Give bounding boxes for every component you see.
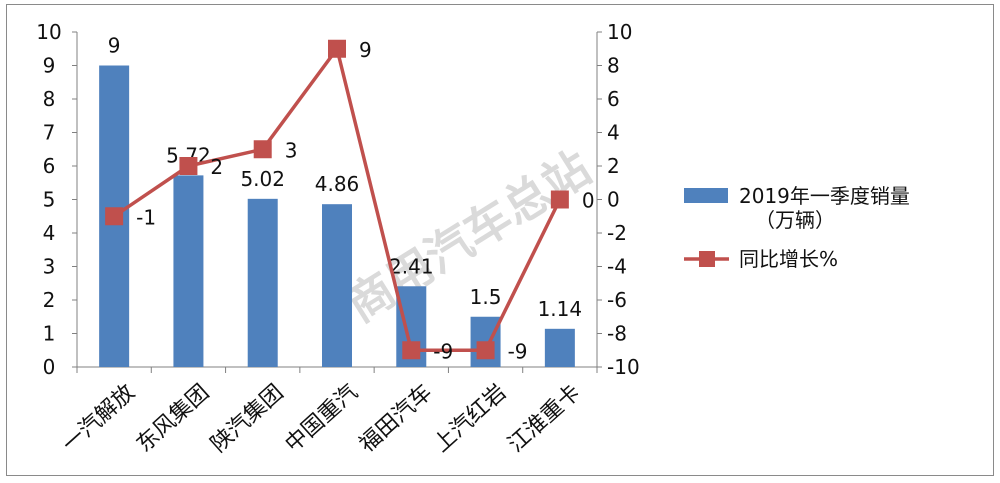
bar [322,204,352,367]
bar-value-label: 2.41 [389,254,434,278]
right-tick-label: 10 [607,20,632,44]
right-tick-label: -2 [607,221,627,245]
category-label: 一汽解放 [58,380,140,457]
bar-value-label: 9 [108,34,121,58]
line-value-label: -1 [136,205,156,229]
left-tick-label: 7 [43,121,56,145]
category-label: 江淮重卡 [504,380,586,457]
category-label: 上汽红岩 [429,380,511,457]
bar-value-label: 1.5 [470,285,502,309]
legend-bar-swatch [684,188,728,203]
line-value-label: -9 [508,339,528,363]
left-tick-label: 4 [43,221,56,245]
category-label: 中国重汽 [281,380,363,457]
left-tick-label: 1 [43,322,56,346]
line-marker [476,341,495,360]
legend-line-label: 同比增长% [739,247,838,271]
right-tick-label: -8 [607,322,627,346]
left-tick-label: 3 [43,255,56,279]
legend-bar-label: 2019年一季度销量 [739,184,910,208]
line-value-label: 2 [210,155,223,179]
bar [544,328,575,367]
right-tick-label: 8 [607,54,620,78]
bar [247,198,278,367]
category-label: 福田汽车 [355,380,437,457]
line-value-label: 3 [285,138,298,162]
right-tick-label: 4 [607,121,620,145]
line-marker [179,157,198,175]
left-tick-label: 2 [43,288,56,312]
right-tick-label: 6 [607,87,620,111]
category-label: 东风集团 [132,380,214,457]
right-tick-label: 0 [607,188,620,212]
right-tick-label: 2 [607,154,620,178]
line-marker [328,39,346,58]
bar-value-label: 4.86 [315,172,360,196]
line-marker [402,341,421,360]
line-value-label: 0 [582,189,595,213]
legend-line-marker [699,251,715,267]
legend-bar-unit: （万辆） [755,208,835,232]
bar-value-label: 1.14 [538,297,583,321]
left-tick-label: 10 [36,20,61,44]
line-marker [105,207,124,226]
combo-chart: 商用汽车总站012345678910-10-8-6-4-2024681095.7… [36,20,910,457]
right-tick-label: -4 [607,255,627,279]
left-tick-label: 5 [43,188,56,212]
line-value-label: 9 [359,38,372,62]
line-marker [253,140,272,159]
line-value-label: -9 [433,339,453,363]
bar-value-label: 5.02 [240,167,285,191]
left-tick-label: 0 [43,355,56,379]
left-tick-label: 6 [43,154,56,178]
left-tick-label: 9 [43,54,56,78]
category-label: 陕汽集团 [206,380,288,457]
left-tick-label: 8 [43,87,56,111]
right-tick-label: -6 [607,288,627,312]
chart-frame: 商用汽车总站 0 1 2 3 4 5 6 7 8 9 10 -10 -8 -6 -4 -2 0 2 4 6 8 10 9 5.7… [6,4,994,476]
line-marker [550,190,569,209]
right-tick-label: -10 [607,355,640,379]
bar [173,175,204,367]
